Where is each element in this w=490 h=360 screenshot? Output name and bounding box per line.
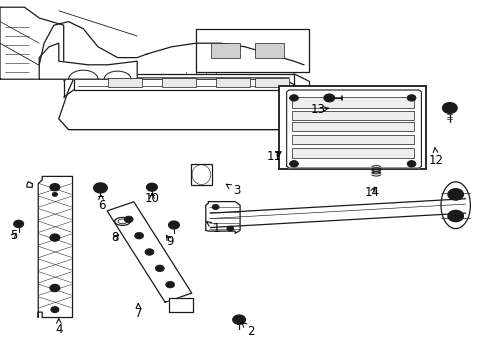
Text: 9: 9 bbox=[166, 235, 174, 248]
Text: 1: 1 bbox=[207, 222, 220, 235]
Bar bbox=[292, 111, 414, 120]
Text: 3: 3 bbox=[226, 184, 240, 197]
Circle shape bbox=[227, 226, 234, 231]
Circle shape bbox=[14, 220, 24, 228]
Polygon shape bbox=[27, 182, 32, 187]
Circle shape bbox=[327, 96, 332, 100]
Circle shape bbox=[147, 183, 157, 191]
Text: 5: 5 bbox=[10, 229, 17, 242]
Circle shape bbox=[50, 184, 60, 191]
Circle shape bbox=[446, 105, 454, 111]
Bar bbox=[255, 78, 289, 87]
Text: 10: 10 bbox=[145, 192, 159, 204]
Bar bbox=[255, 43, 284, 58]
Polygon shape bbox=[38, 176, 73, 318]
Text: 11: 11 bbox=[267, 150, 282, 163]
Circle shape bbox=[149, 185, 155, 189]
Circle shape bbox=[169, 221, 179, 229]
Polygon shape bbox=[39, 43, 137, 79]
Circle shape bbox=[52, 193, 57, 196]
Circle shape bbox=[448, 210, 464, 222]
Circle shape bbox=[290, 161, 298, 167]
Polygon shape bbox=[206, 202, 240, 233]
Text: 2: 2 bbox=[242, 322, 255, 338]
Text: 7: 7 bbox=[135, 303, 142, 320]
Circle shape bbox=[135, 233, 144, 239]
Bar bbox=[216, 78, 250, 87]
Bar bbox=[279, 86, 426, 169]
Circle shape bbox=[442, 103, 457, 113]
Circle shape bbox=[50, 234, 60, 241]
Polygon shape bbox=[211, 199, 466, 228]
Circle shape bbox=[145, 249, 154, 255]
Bar bbox=[292, 97, 414, 108]
Polygon shape bbox=[59, 79, 304, 130]
Circle shape bbox=[448, 189, 464, 200]
Circle shape bbox=[166, 282, 174, 288]
Circle shape bbox=[124, 216, 133, 222]
Polygon shape bbox=[287, 90, 421, 168]
Circle shape bbox=[50, 284, 60, 292]
Polygon shape bbox=[169, 298, 193, 312]
Circle shape bbox=[51, 307, 59, 312]
Bar bbox=[292, 135, 414, 144]
Circle shape bbox=[97, 185, 104, 191]
Circle shape bbox=[94, 183, 107, 193]
Circle shape bbox=[233, 315, 245, 324]
Circle shape bbox=[155, 265, 164, 271]
Text: 12: 12 bbox=[429, 148, 443, 167]
Polygon shape bbox=[107, 202, 192, 302]
Circle shape bbox=[290, 95, 298, 101]
Polygon shape bbox=[196, 29, 309, 72]
Text: 4: 4 bbox=[55, 319, 63, 336]
Bar bbox=[162, 78, 196, 87]
Circle shape bbox=[407, 161, 416, 167]
Bar bbox=[292, 148, 414, 158]
Text: 8: 8 bbox=[112, 231, 119, 244]
Text: 13: 13 bbox=[311, 103, 329, 116]
Bar bbox=[191, 164, 212, 185]
Bar bbox=[211, 43, 240, 58]
Circle shape bbox=[212, 204, 219, 210]
Text: 14: 14 bbox=[365, 186, 380, 199]
Bar bbox=[108, 78, 142, 87]
Text: 6: 6 bbox=[98, 195, 105, 212]
Circle shape bbox=[407, 95, 416, 101]
Circle shape bbox=[324, 94, 335, 102]
Polygon shape bbox=[0, 7, 64, 79]
Bar bbox=[292, 122, 414, 131]
Polygon shape bbox=[59, 90, 304, 130]
